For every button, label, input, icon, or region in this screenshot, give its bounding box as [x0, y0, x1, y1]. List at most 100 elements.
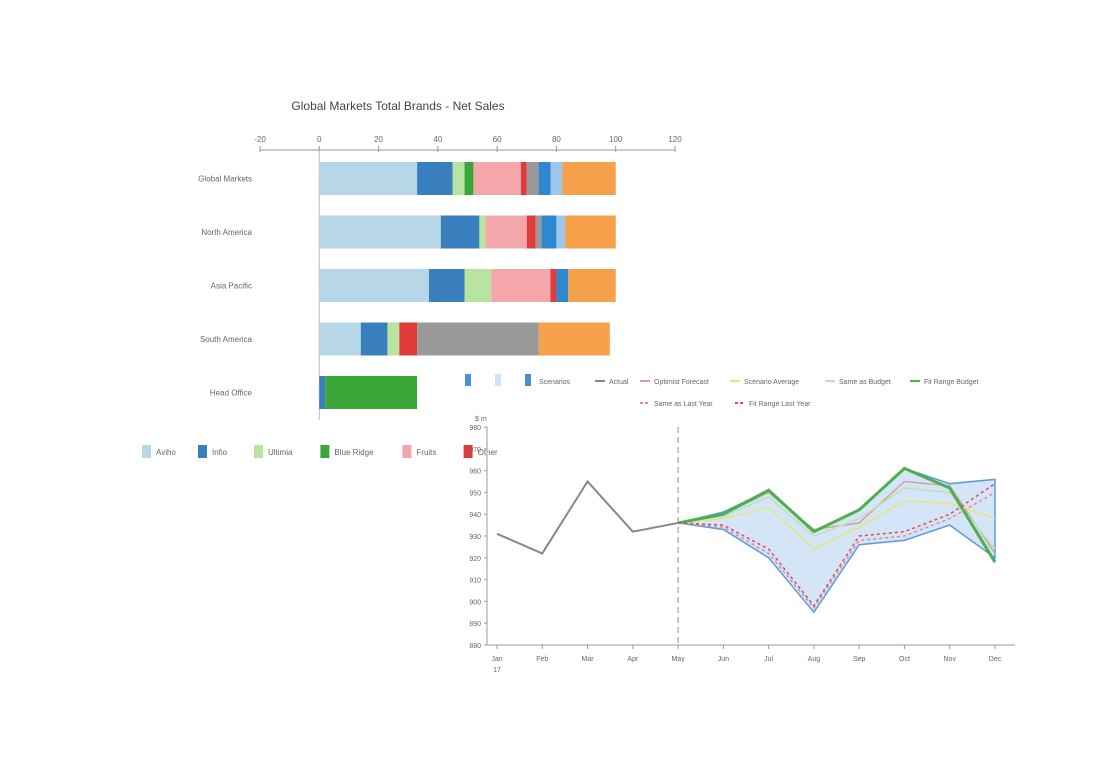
legend-label: Fruits [416, 448, 436, 457]
series-line [678, 491, 996, 610]
x-tick-label: Oct [899, 656, 910, 663]
y-tick-label: 900 [469, 599, 481, 606]
bar-segment [535, 215, 542, 249]
x-year-label: 17 [493, 667, 501, 674]
bar-segment [428, 269, 465, 302]
bar-segment [319, 269, 429, 302]
bar-segment [417, 322, 539, 356]
legend-label: Actual [609, 379, 629, 386]
bar-segment [526, 162, 539, 195]
x-tick-label: Nov [944, 656, 957, 663]
legend-swatch [495, 374, 501, 386]
legend-swatch [142, 445, 151, 458]
x-tick-label: Dec [989, 656, 1002, 663]
x-tick-label: 80 [552, 135, 561, 144]
bar-segment [473, 162, 521, 195]
y-tick-label: 930 [469, 534, 481, 541]
x-tick-label: Jul [764, 656, 773, 663]
bar-segment [562, 162, 616, 195]
x-tick-label: Sep [853, 656, 866, 663]
bar-segment [360, 322, 388, 356]
legend-label: Same as Last Year [654, 401, 713, 408]
bar-segment [526, 215, 536, 249]
legend-label: Infio [212, 448, 228, 457]
y-tick-label: 950 [469, 490, 481, 497]
series-line [678, 483, 996, 608]
legend-swatch [525, 374, 531, 386]
bar-segment [556, 215, 566, 249]
bar-segment [319, 215, 441, 249]
category-label: Global Markets [198, 175, 252, 184]
category-label: South America [200, 335, 253, 344]
x-tick-label: Jan [491, 656, 502, 663]
x-tick-label: Aug [808, 656, 821, 663]
bar-segment [440, 215, 480, 249]
x-tick-label: 40 [433, 135, 442, 144]
x-tick-label: 20 [374, 135, 383, 144]
series-line [677, 487, 996, 550]
bar-segment [541, 215, 557, 249]
legend-label: Same as Budget [839, 379, 891, 386]
category-label: Head Office [210, 389, 253, 398]
legend-label: Ultimia [268, 448, 293, 457]
bar-segment [491, 269, 551, 302]
x-tick-label: 120 [668, 135, 682, 144]
bar-segment [538, 162, 551, 195]
y-tick-label: 890 [469, 621, 481, 628]
bar-segment [387, 322, 400, 356]
bar-segment [485, 215, 527, 249]
y-tick-label: 940 [469, 512, 481, 519]
series-line [496, 479, 679, 555]
legend-swatch [463, 445, 473, 458]
net-sales-bar-chart: Global Markets Total Brands - Net Sales -… [142, 99, 682, 458]
legend-swatch [254, 445, 263, 458]
y-tick-label: 970 [469, 447, 481, 454]
legend-swatch [320, 445, 330, 458]
legend-swatch [465, 374, 471, 386]
bar-segment [452, 162, 465, 195]
bar-segment [464, 162, 474, 195]
bar-segment [565, 215, 616, 249]
x-tick-label: -20 [254, 135, 266, 144]
bar-segment [325, 376, 418, 409]
x-tick-label: May [671, 656, 685, 663]
bar-segment [479, 215, 486, 249]
bar-segment [520, 162, 527, 195]
category-label: North America [201, 228, 252, 237]
bar-segment [319, 162, 418, 195]
y-tick-label: 880 [469, 643, 481, 650]
bar-segment [464, 269, 492, 302]
bar-segment [550, 162, 563, 195]
y-tick-label: 980 [469, 425, 481, 432]
x-tick-label: 100 [609, 135, 623, 144]
bar-segment [399, 322, 418, 356]
legend-swatch [402, 445, 412, 458]
x-tick-label: Mar [582, 656, 595, 663]
series-line [678, 500, 996, 550]
x-tick-label: Feb [536, 656, 548, 663]
y-tick-label: 960 [469, 469, 481, 476]
bar-segment [556, 269, 569, 302]
x-tick-label: Jun [718, 656, 729, 663]
y-axis-label: $ m [475, 416, 487, 423]
legend-label: Fit Range Budget [924, 379, 979, 386]
x-tick-label: 60 [493, 135, 502, 144]
scenario-band [677, 467, 996, 614]
x-tick-label: 0 [317, 135, 322, 144]
legend-label: Aviho [156, 448, 176, 457]
legend-label: Blue Ridge [334, 448, 374, 457]
y-tick-label: 910 [469, 578, 481, 585]
bar-segment [568, 269, 616, 302]
forecast-line-chart: 880 890 900 910 920 930 940 950 960 970 980 $ m Jan F… [465, 374, 1015, 674]
series-line [677, 466, 997, 563]
legend-swatch [198, 445, 207, 458]
y-tick-label: 920 [469, 556, 481, 563]
bar-segment [417, 162, 453, 195]
legend-label: Other [478, 448, 498, 457]
bar-segment [319, 322, 361, 356]
chart-title: Global Markets Total Brands - Net Sales [291, 99, 504, 113]
bar-segment [550, 269, 557, 302]
legend-label: Fit Range Last Year [749, 401, 811, 408]
x-tick-label: Apr [627, 656, 639, 663]
bar-segment [538, 322, 610, 356]
